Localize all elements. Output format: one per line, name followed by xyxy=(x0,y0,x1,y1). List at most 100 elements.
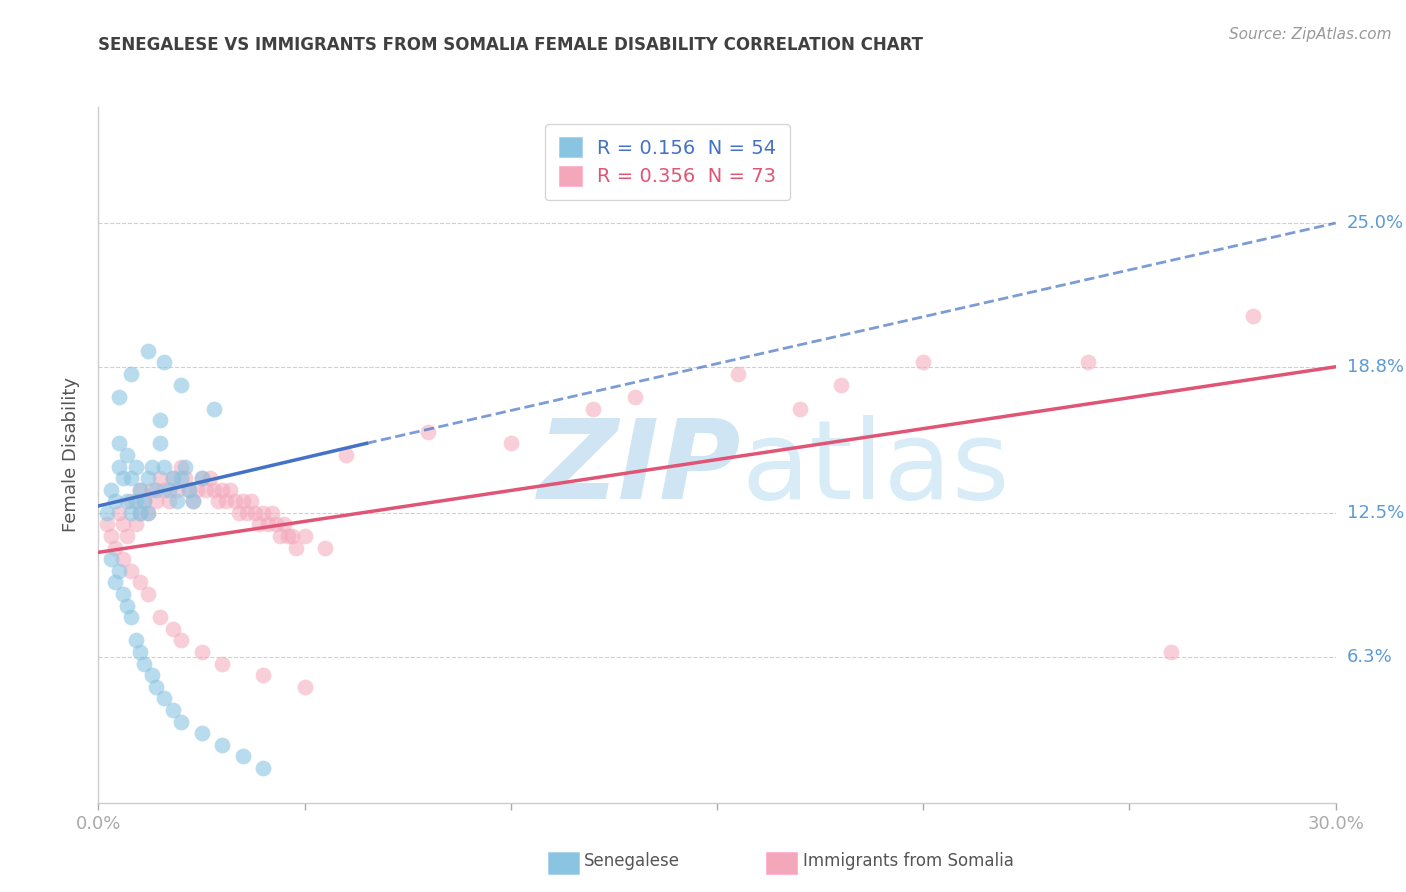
Text: 12.5%: 12.5% xyxy=(1347,504,1405,522)
Point xyxy=(128,483,150,497)
Point xyxy=(96,506,118,520)
Point xyxy=(623,390,645,404)
Text: 6.3%: 6.3% xyxy=(1347,648,1392,665)
Point xyxy=(211,657,233,671)
Point xyxy=(207,494,229,508)
Point xyxy=(1160,645,1182,659)
Point xyxy=(149,413,172,427)
Point xyxy=(912,355,935,369)
Point xyxy=(194,483,217,497)
Point xyxy=(108,506,131,520)
Point xyxy=(314,541,336,555)
Point xyxy=(120,494,142,508)
Point xyxy=(190,471,212,485)
Point xyxy=(100,529,122,543)
Point xyxy=(128,575,150,590)
Point xyxy=(141,459,163,474)
Point xyxy=(153,691,176,706)
Point xyxy=(252,506,274,520)
Point xyxy=(128,645,150,659)
Point xyxy=(418,425,440,439)
Point xyxy=(117,599,139,613)
Point xyxy=(789,401,811,416)
Text: ZIP: ZIP xyxy=(538,416,742,523)
Point xyxy=(228,506,250,520)
Point xyxy=(170,378,193,392)
Point xyxy=(157,494,180,508)
Point xyxy=(256,517,278,532)
Point xyxy=(211,738,233,752)
Point xyxy=(190,726,212,740)
Point xyxy=(162,703,184,717)
Point xyxy=(190,471,212,485)
Point xyxy=(128,483,150,497)
Point xyxy=(132,494,155,508)
Text: Immigrants from Somalia: Immigrants from Somalia xyxy=(803,852,1014,870)
Point xyxy=(104,541,127,555)
Point xyxy=(100,483,122,497)
Point xyxy=(166,483,188,497)
Point xyxy=(149,436,172,450)
Point xyxy=(232,494,254,508)
Point xyxy=(281,529,304,543)
Point xyxy=(120,506,142,520)
Legend: R = 0.156  N = 54, R = 0.356  N = 73: R = 0.156 N = 54, R = 0.356 N = 73 xyxy=(546,124,790,200)
Point xyxy=(136,587,159,601)
Point xyxy=(224,494,246,508)
Point xyxy=(145,680,167,694)
Point xyxy=(141,668,163,682)
Point xyxy=(145,483,167,497)
Point xyxy=(170,471,193,485)
Point xyxy=(1241,309,1264,323)
Point xyxy=(128,506,150,520)
Point xyxy=(120,610,142,624)
Text: 18.8%: 18.8% xyxy=(1347,358,1403,376)
Point xyxy=(145,494,167,508)
Point xyxy=(149,610,172,624)
Point xyxy=(252,668,274,682)
Point xyxy=(243,506,266,520)
Point xyxy=(162,471,184,485)
Point xyxy=(1077,355,1099,369)
Point xyxy=(153,355,176,369)
Point xyxy=(181,494,204,508)
Point xyxy=(190,645,212,659)
Point xyxy=(136,506,159,520)
Point xyxy=(117,529,139,543)
Point xyxy=(285,541,308,555)
Point xyxy=(236,506,259,520)
Text: Senegalese: Senegalese xyxy=(583,852,679,870)
Point xyxy=(112,587,135,601)
Point xyxy=(153,459,176,474)
Point xyxy=(582,401,605,416)
Point xyxy=(153,483,176,497)
Point xyxy=(170,459,193,474)
Point xyxy=(141,483,163,497)
Point xyxy=(136,343,159,358)
Point xyxy=(157,483,180,497)
Point xyxy=(112,552,135,566)
Point xyxy=(96,517,118,532)
Point xyxy=(124,517,146,532)
Text: SENEGALESE VS IMMIGRANTS FROM SOMALIA FEMALE DISABILITY CORRELATION CHART: SENEGALESE VS IMMIGRANTS FROM SOMALIA FE… xyxy=(98,36,924,54)
Point xyxy=(149,471,172,485)
Point xyxy=(277,529,299,543)
Point xyxy=(108,459,131,474)
Point xyxy=(174,471,197,485)
Point xyxy=(186,483,208,497)
Point xyxy=(132,494,155,508)
Point xyxy=(179,483,201,497)
Point xyxy=(830,378,852,392)
Point xyxy=(120,471,142,485)
Point xyxy=(120,367,142,381)
Point xyxy=(211,483,233,497)
Point xyxy=(269,529,291,543)
Point xyxy=(162,471,184,485)
Point xyxy=(499,436,522,450)
Point xyxy=(162,622,184,636)
Text: 25.0%: 25.0% xyxy=(1347,214,1405,232)
Point xyxy=(108,436,131,450)
Point xyxy=(104,494,127,508)
Point xyxy=(132,657,155,671)
Point xyxy=(112,471,135,485)
